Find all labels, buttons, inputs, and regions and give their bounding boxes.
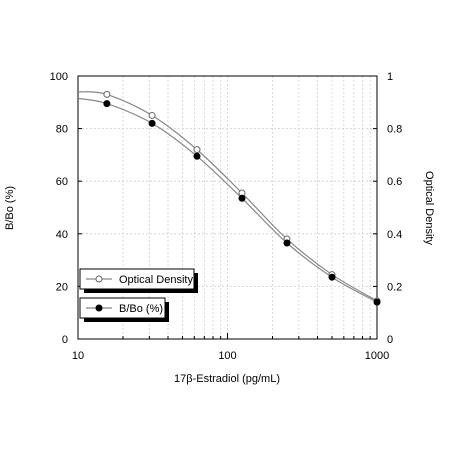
- y-left-tick-label: 100: [50, 71, 68, 83]
- data-point-bbo: [283, 239, 291, 247]
- y-left-tick-label: 40: [56, 229, 68, 241]
- data-point-bbo: [103, 100, 111, 108]
- y-right-tick-label: 0.2: [387, 281, 402, 293]
- legend-item-bbo: B/Bo (%): [79, 297, 169, 322]
- series-layer: [77, 90, 381, 306]
- data-point-optical-density: [103, 90, 111, 98]
- legend-label-optical-density: Optical Density: [119, 274, 193, 286]
- y-left-axis-title: B/Bo (%): [4, 186, 16, 230]
- y-right-axis-title: Optical Density: [423, 171, 435, 245]
- data-point-bbo: [328, 273, 336, 281]
- y-left-tick-label: 80: [56, 124, 68, 136]
- legend-box: [79, 268, 195, 290]
- ticks: [78, 75, 377, 340]
- y-left-tick-labels: 0 20 40 60 80 100: [50, 71, 68, 346]
- y-left-tick-label: 20: [56, 281, 68, 293]
- legend: Optical Density B/Bo (%): [79, 268, 198, 322]
- data-point-bbo: [193, 152, 201, 160]
- grid: [78, 76, 377, 339]
- y-right-tick-label: 0: [387, 334, 393, 346]
- legend-marker-bbo: [95, 304, 103, 312]
- y-left-tick-label: 60: [56, 176, 68, 188]
- x-tick-label: 100: [218, 350, 236, 362]
- x-tick-labels: 10 100 1000: [72, 350, 389, 362]
- series-line-optical-density: [77, 91, 378, 302]
- data-point-optical-density: [193, 146, 201, 154]
- y-right-tick-label: 1: [387, 71, 393, 83]
- x-tick-label: 10: [72, 350, 84, 362]
- y-right-tick-labels: 0 0.2 0.4 0.6 0.8 1: [387, 71, 402, 346]
- data-point-optical-density: [148, 111, 156, 119]
- legend-marker-optical-density: [95, 275, 103, 283]
- y-right-tick-label: 0.6: [387, 176, 402, 188]
- x-tick-label: 1000: [365, 350, 389, 362]
- legend-label-bbo: B/Bo (%): [119, 303, 163, 315]
- y-right-tick-label: 0.4: [387, 229, 402, 241]
- y-right-tick-label: 0.8: [387, 124, 402, 136]
- data-point-bbo: [238, 194, 246, 202]
- legend-box: [79, 297, 166, 319]
- x-axis-title: 17β-Estradiol (pg/mL): [174, 373, 280, 385]
- data-point-bbo: [373, 298, 381, 306]
- data-point-bbo: [148, 119, 156, 127]
- y-left-tick-label: 0: [62, 334, 68, 346]
- legend-item-optical-density: Optical Density: [79, 268, 198, 293]
